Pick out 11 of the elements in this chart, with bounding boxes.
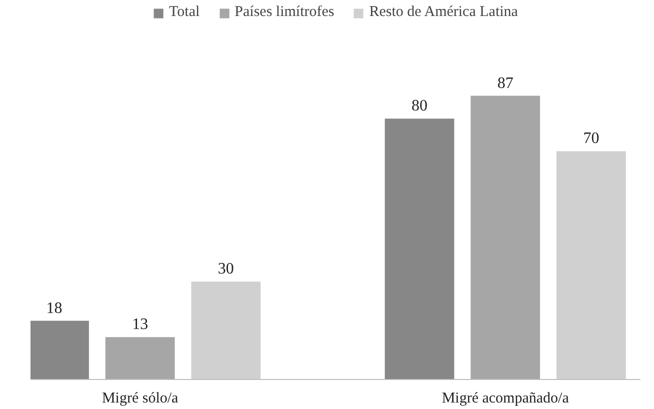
x-tick-label: Migré sólo/a <box>102 390 179 406</box>
data-label: 80 <box>412 98 428 115</box>
legend-label: Total <box>169 4 200 21</box>
x-tick-label: Migré acompañado/a <box>442 390 570 406</box>
data-label: 18 <box>46 300 62 317</box>
legend-label: Resto de América Latina <box>369 4 518 21</box>
data-label: 87 <box>497 74 514 92</box>
data-label: 70 <box>583 130 600 148</box>
legend-label: Países limítrofes <box>234 4 334 21</box>
data-label: 30 <box>218 260 234 278</box>
data-label: 13 <box>132 316 148 334</box>
